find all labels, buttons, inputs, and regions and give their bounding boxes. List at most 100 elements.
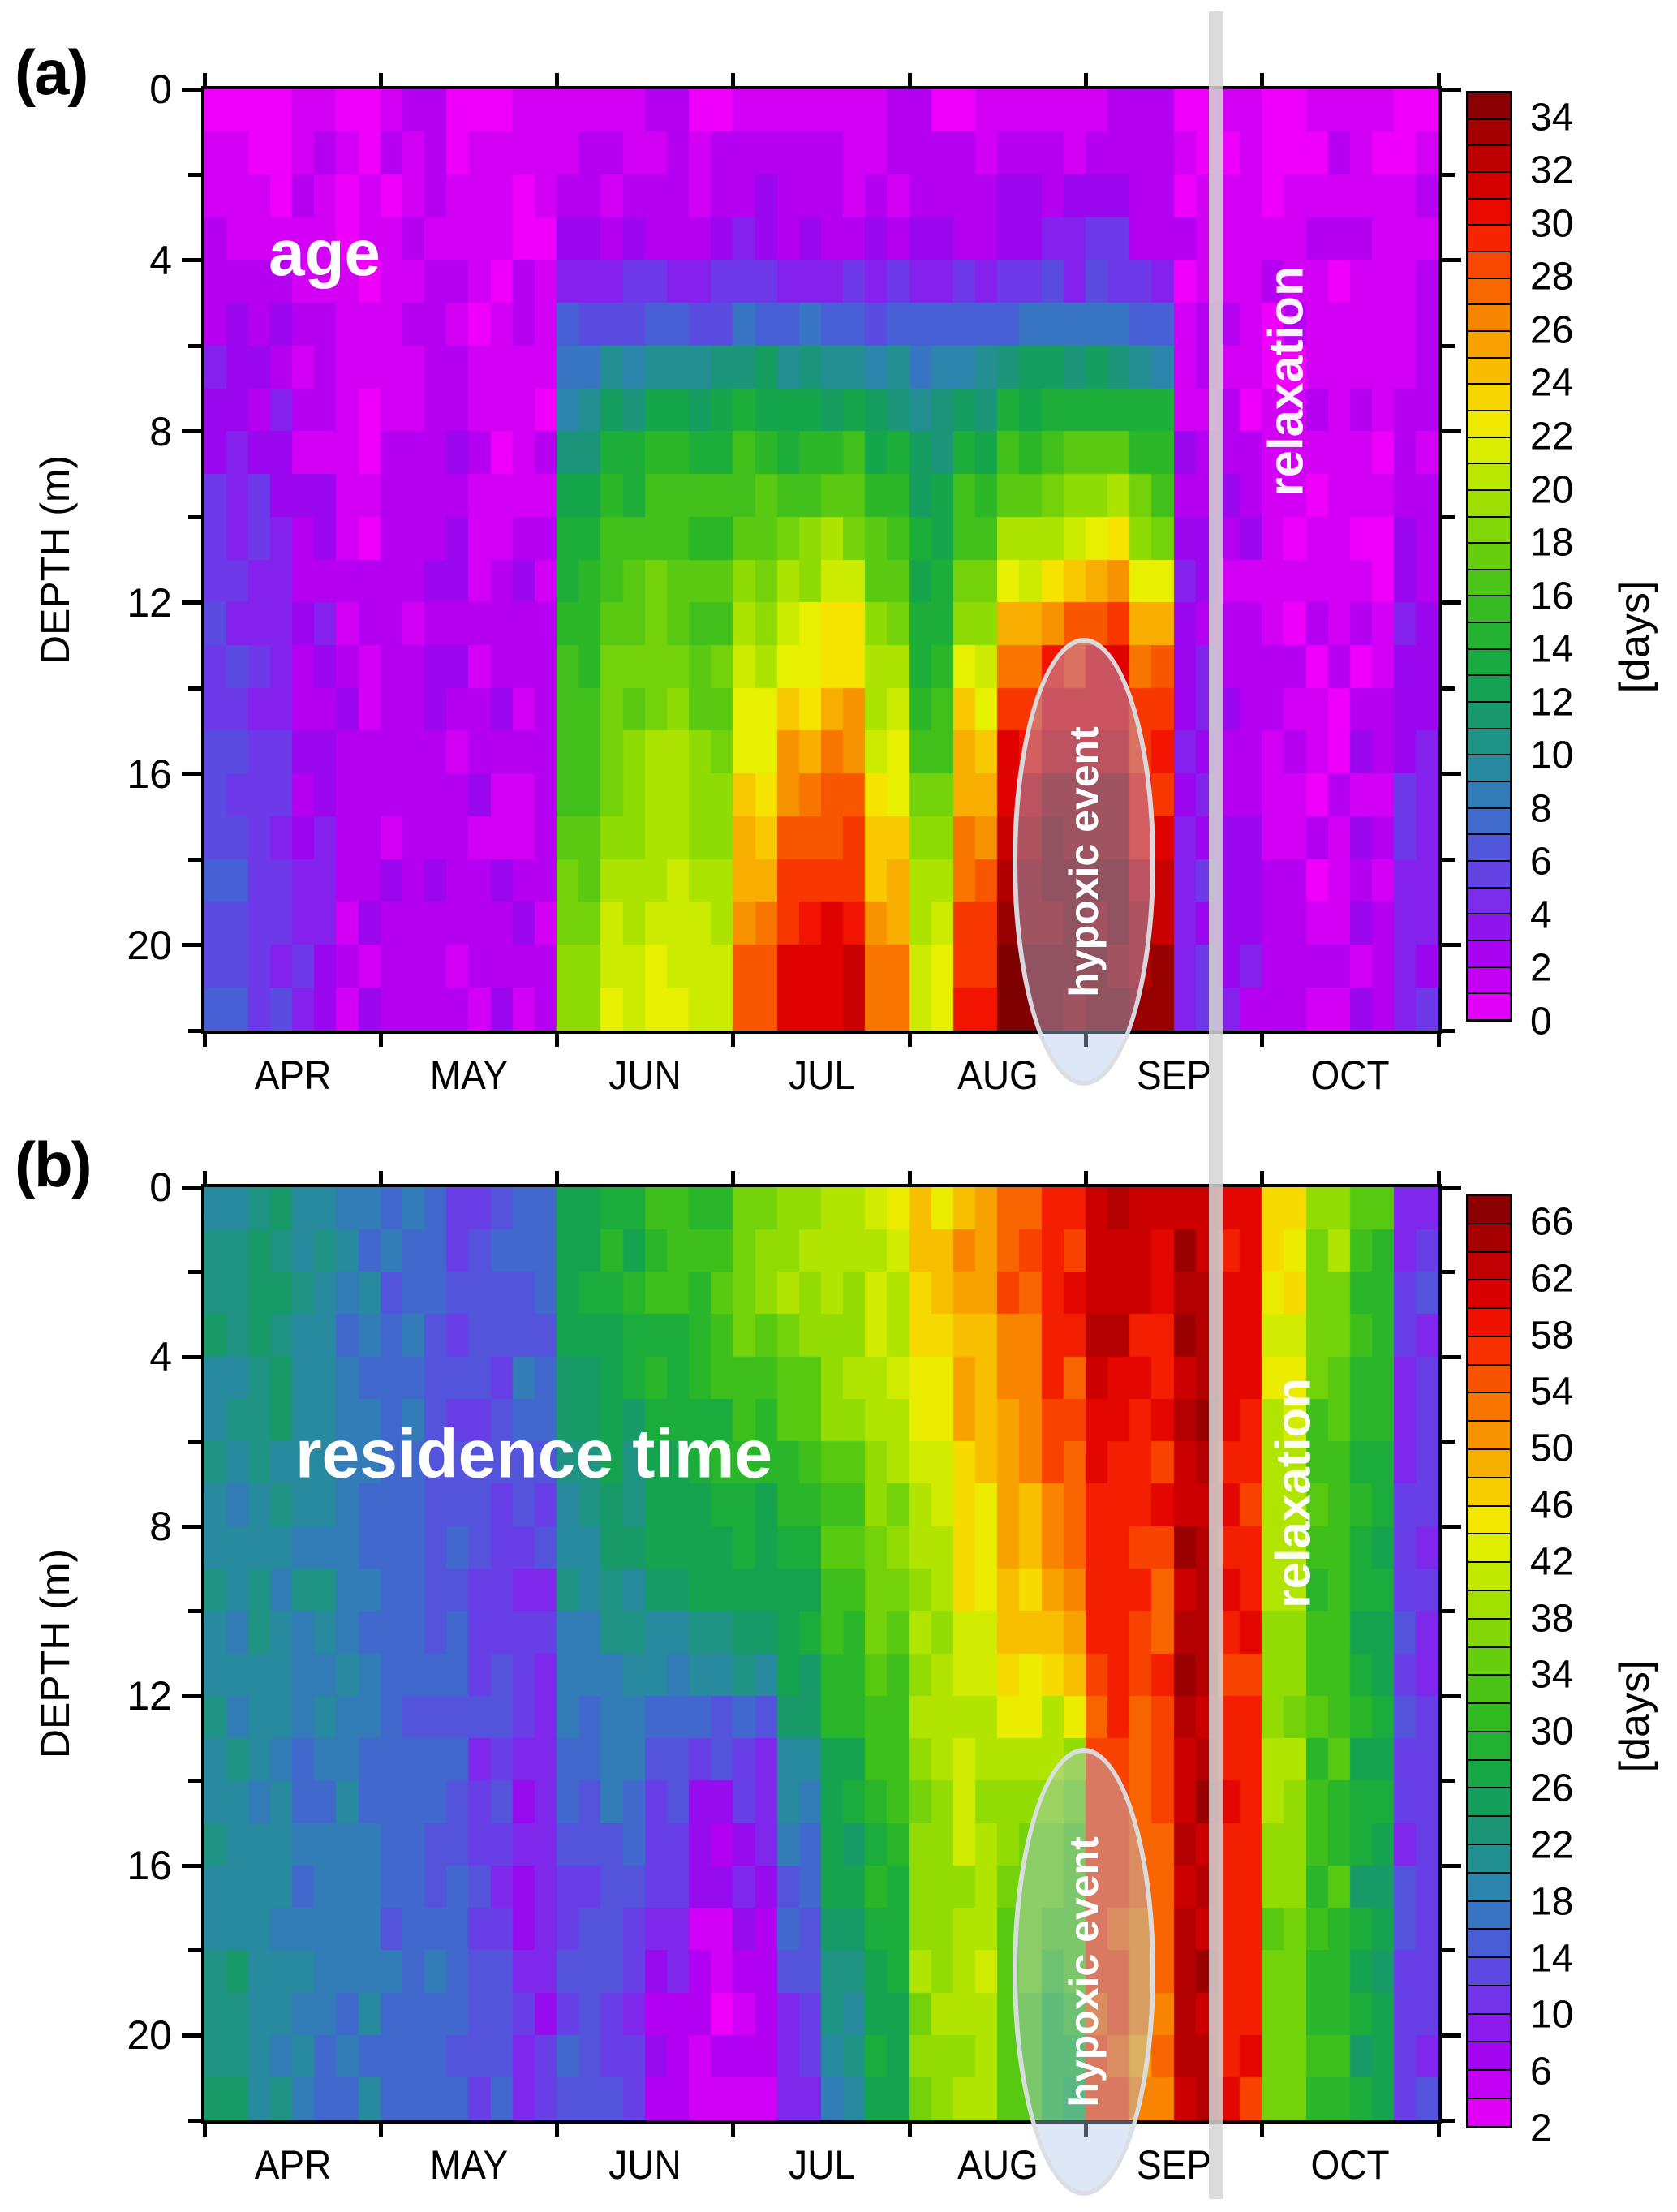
axis-tick — [1442, 1609, 1455, 1614]
panel-b-y-axis-label: DEPTH (m) — [32, 1548, 78, 1759]
colorbar-cell — [1468, 886, 1510, 914]
colorbar-tick-label: 54 — [1530, 1370, 1574, 1414]
axis-tick — [188, 343, 201, 348]
colorbar-cell — [1468, 488, 1510, 516]
axis-tick — [731, 1034, 736, 1047]
axis-tick — [1436, 73, 1441, 86]
axis-tick — [1442, 857, 1455, 862]
axis-tick — [1442, 686, 1455, 691]
depth-tick-label: 4 — [149, 1334, 172, 1380]
panel-b-label: (b) — [15, 1129, 92, 1200]
depth-tick-label: 12 — [127, 1673, 172, 1719]
axis-tick — [1442, 514, 1455, 519]
colorbar-tick-label: 6 — [1530, 840, 1552, 884]
colorbar-b — [1466, 1194, 1512, 2128]
depth-tick-label: 16 — [127, 751, 172, 797]
axis-tick — [731, 2124, 736, 2137]
axis-tick — [907, 1171, 912, 1184]
axis-tick — [188, 1440, 201, 1444]
colorbar-tick-label: 22 — [1530, 415, 1574, 458]
month-label: MAY — [429, 2142, 509, 2188]
colorbar-cell — [1468, 1533, 1510, 1562]
hypoxic-event-ellipse-a: hypoxic event — [1013, 638, 1155, 1086]
axis-tick — [202, 1171, 207, 1184]
colorbar-tick-label: 10 — [1530, 1993, 1574, 2037]
axis-tick — [1442, 258, 1461, 263]
axis-tick — [1442, 1863, 1461, 1868]
colorbar-tick-label: 14 — [1530, 1937, 1574, 1981]
month-label: JUL — [788, 2142, 855, 2188]
axis-tick — [202, 1034, 207, 1047]
month-label: OCT — [1310, 2142, 1390, 2188]
axis-tick — [1442, 600, 1461, 605]
depth-tick-label: 8 — [149, 408, 172, 454]
colorbar-cell — [1468, 2069, 1510, 2098]
axis-tick — [731, 1171, 736, 1184]
axis-tick — [1442, 429, 1461, 434]
colorbar-tick-label: 50 — [1530, 1427, 1574, 1470]
month-label: JUN — [608, 2142, 682, 2188]
axis-tick — [182, 1524, 201, 1529]
colorbar-b-unit-days: [days] — [1611, 1659, 1658, 1773]
colorbar-cell — [1468, 1222, 1510, 1251]
axis-tick — [1442, 87, 1461, 92]
colorbar-cell — [1468, 1617, 1510, 1646]
axis-tick — [1442, 1185, 1461, 1190]
colorbar-tick-label: 46 — [1530, 1483, 1574, 1527]
colorbar-a — [1466, 91, 1512, 1022]
axis-tick — [1442, 1440, 1455, 1444]
month-label: AUG — [957, 2142, 1038, 2188]
colorbar-tick-label: 38 — [1530, 1597, 1574, 1641]
axis-tick — [182, 429, 201, 434]
colorbar-cell — [1468, 807, 1510, 834]
axis-tick — [188, 686, 201, 691]
axis-tick — [1260, 73, 1265, 86]
colorbar-tick-label: 34 — [1530, 96, 1574, 140]
colorbar-cell — [1468, 1250, 1510, 1280]
relaxation-line — [1209, 11, 1223, 2199]
month-label: APR — [254, 2142, 331, 2188]
colorbar-tick-label: 2 — [1530, 946, 1552, 990]
colorbar-cell — [1468, 1900, 1510, 1929]
depth-tick-label: 0 — [149, 67, 172, 112]
colorbar-tick-label: 26 — [1530, 308, 1574, 352]
month-label: OCT — [1310, 1052, 1390, 1098]
axis-tick — [188, 2118, 201, 2123]
colorbar-cell — [1468, 648, 1510, 675]
axis-tick — [378, 2124, 383, 2137]
colorbar-tick-label: 30 — [1530, 202, 1574, 246]
colorbar-cell — [1468, 1871, 1510, 1900]
colorbar-cell — [1468, 1646, 1510, 1675]
axis-tick — [202, 2124, 207, 2137]
axis-tick — [188, 172, 201, 177]
colorbar-tick-label: 12 — [1530, 681, 1574, 725]
colorbar-cell — [1468, 329, 1510, 357]
panel-a-label: (a) — [15, 37, 88, 108]
colorbar-tick-label: 28 — [1530, 255, 1574, 299]
relaxation-text-a: relaxation — [1258, 266, 1314, 497]
colorbar-tick-label: 26 — [1530, 1767, 1574, 1810]
colorbar-cell — [1468, 2012, 1510, 2042]
colorbar-tick-label: 8 — [1530, 787, 1552, 831]
colorbar-cell — [1468, 356, 1510, 384]
colorbar-tick-label: 18 — [1530, 521, 1574, 565]
colorbar-cell — [1468, 1392, 1510, 1421]
axis-tick — [1083, 73, 1088, 86]
month-label: JUN — [608, 1052, 682, 1098]
colorbar-tick-label: 62 — [1530, 1257, 1574, 1301]
colorbar-cell — [1468, 568, 1510, 596]
colorbar-cell — [1468, 1363, 1510, 1392]
hypoxic-event-text-a: hypoxic event — [1061, 726, 1107, 997]
relaxation-text-b: relaxation — [1266, 1378, 1321, 1608]
colorbar-cell — [1468, 1702, 1510, 1731]
axis-tick — [907, 2124, 912, 2137]
panel-b-title-residence-time: residence time — [295, 1415, 773, 1492]
colorbar-cell — [1468, 595, 1510, 622]
colorbar-cell — [1468, 118, 1510, 145]
axis-tick — [1442, 343, 1455, 348]
colorbar-cell — [1468, 1674, 1510, 1703]
colorbar-cell — [1468, 277, 1510, 304]
colorbar-cell — [1468, 966, 1510, 993]
colorbar-cell — [1468, 303, 1510, 330]
